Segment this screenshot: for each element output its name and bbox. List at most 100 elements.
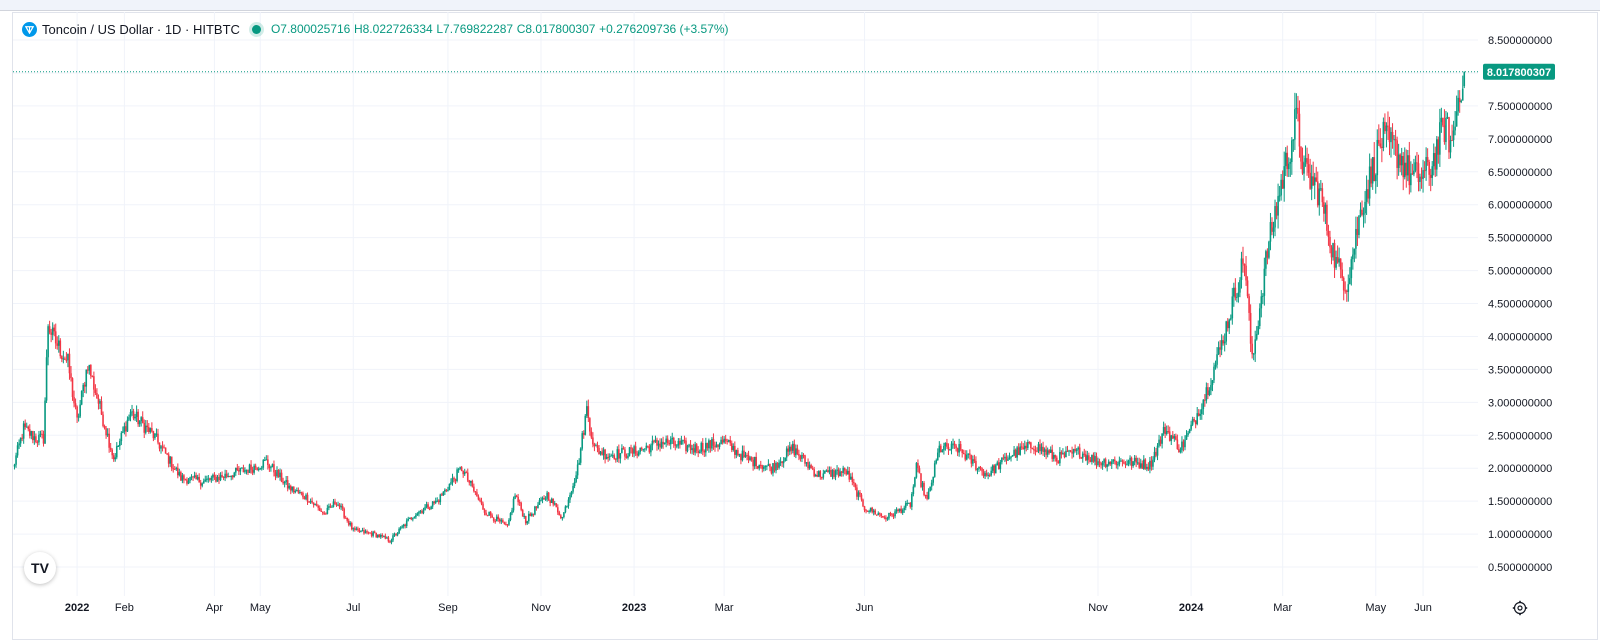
- candle-body: [122, 431, 124, 433]
- candle-body: [772, 463, 774, 474]
- candle-body: [51, 327, 54, 335]
- candle-body: [715, 444, 718, 448]
- candle-body: [103, 426, 106, 429]
- candle-body: [292, 486, 295, 493]
- settings-gear-icon[interactable]: [1512, 600, 1528, 616]
- candle-body: [640, 447, 643, 450]
- candle-body: [77, 416, 80, 418]
- candle-body: [543, 497, 545, 500]
- symbol-title[interactable]: Toncoin / US Dollar · 1D · HITBTC: [42, 21, 240, 37]
- candle-body: [1132, 461, 1134, 466]
- candle-body: [927, 491, 930, 499]
- candle-body: [570, 491, 573, 495]
- candle-body: [618, 449, 620, 459]
- candle-body: [30, 430, 33, 436]
- candle-body: [682, 440, 684, 442]
- candle-body: [798, 453, 800, 456]
- candle-body: [759, 464, 762, 466]
- candle-body: [833, 469, 835, 477]
- candle-body: [204, 479, 207, 482]
- candle-body: [1011, 455, 1014, 457]
- candle-body: [219, 475, 222, 481]
- candle-body: [752, 459, 754, 467]
- candle-body: [338, 504, 341, 508]
- candle-body: [1142, 459, 1145, 469]
- candle-body: [1222, 340, 1224, 344]
- candle-body: [178, 472, 181, 476]
- candle-body: [958, 444, 960, 453]
- candle-body: [242, 467, 245, 473]
- candle-body: [1458, 97, 1461, 103]
- price-tick-label: 8.500000000: [1488, 35, 1552, 47]
- time-tick-label: Apr: [206, 602, 223, 614]
- candle-body: [1237, 292, 1240, 297]
- candle-body: [656, 439, 658, 446]
- candle-body: [1339, 258, 1342, 270]
- candle-body: [337, 504, 339, 506]
- candle-body: [865, 510, 867, 512]
- candle-body: [683, 440, 686, 442]
- candle-body: [587, 406, 590, 419]
- candle-body: [199, 482, 202, 486]
- candle-body: [724, 438, 727, 441]
- candle-body: [454, 479, 457, 481]
- candle-body: [792, 443, 794, 451]
- candle-body: [1016, 447, 1018, 458]
- candle-body: [663, 442, 666, 445]
- candle-body: [643, 448, 646, 450]
- candle-body: [1426, 157, 1429, 162]
- candle-body: [195, 475, 197, 480]
- candle-body: [1133, 457, 1136, 462]
- candle-body: [1046, 450, 1049, 455]
- candle-body: [856, 487, 858, 497]
- candle-body: [900, 508, 902, 513]
- candle-body: [1080, 457, 1083, 459]
- candle-body: [509, 513, 512, 520]
- candle-body: [892, 515, 895, 517]
- symbol-legend[interactable]: Toncoin / US Dollar · 1D · HITBTC O7.800…: [22, 20, 729, 38]
- candle-body: [1178, 449, 1180, 452]
- candle-body: [512, 498, 515, 511]
- candle-body: [601, 451, 603, 456]
- candle-body: [619, 453, 622, 459]
- candle-body: [1199, 414, 1202, 416]
- candle-body: [1252, 353, 1255, 355]
- candle-body: [288, 485, 291, 489]
- candle-body: [711, 438, 713, 449]
- candle-body: [1304, 158, 1307, 163]
- candle-body: [769, 463, 771, 468]
- candle-body: [535, 506, 538, 509]
- candle-body: [1092, 454, 1095, 462]
- candle-body: [85, 369, 88, 387]
- candle-body: [868, 510, 870, 512]
- candle-body: [25, 426, 28, 428]
- candle-body: [1341, 269, 1343, 278]
- candle-body: [439, 494, 442, 503]
- candle-body: [1435, 139, 1438, 170]
- candle-body: [1323, 202, 1325, 214]
- candle-body: [187, 480, 190, 484]
- candle-body: [773, 463, 776, 471]
- time-tick-label: Mar: [1273, 602, 1292, 614]
- candle-body: [976, 468, 979, 470]
- candle-body: [64, 358, 66, 360]
- candle-body: [839, 471, 841, 477]
- candle-body: [57, 340, 60, 346]
- top-toolbar-strip: [0, 0, 1600, 11]
- candle-body: [1103, 459, 1105, 463]
- candle-body: [637, 451, 640, 456]
- candle-body: [1239, 279, 1241, 293]
- candle-body: [196, 477, 199, 480]
- candle-body: [959, 444, 962, 450]
- candle-body: [930, 482, 933, 487]
- candle-body: [303, 497, 306, 500]
- price-tick-label: 5.500000000: [1488, 233, 1552, 245]
- candle-body: [871, 507, 873, 513]
- candle-body: [1287, 163, 1290, 170]
- candle-body: [914, 477, 916, 487]
- candle-body: [19, 437, 22, 444]
- tradingview-logo-icon[interactable]: TV: [24, 552, 56, 584]
- time-tick-label: Nov: [1088, 602, 1108, 614]
- candle-body: [981, 468, 983, 472]
